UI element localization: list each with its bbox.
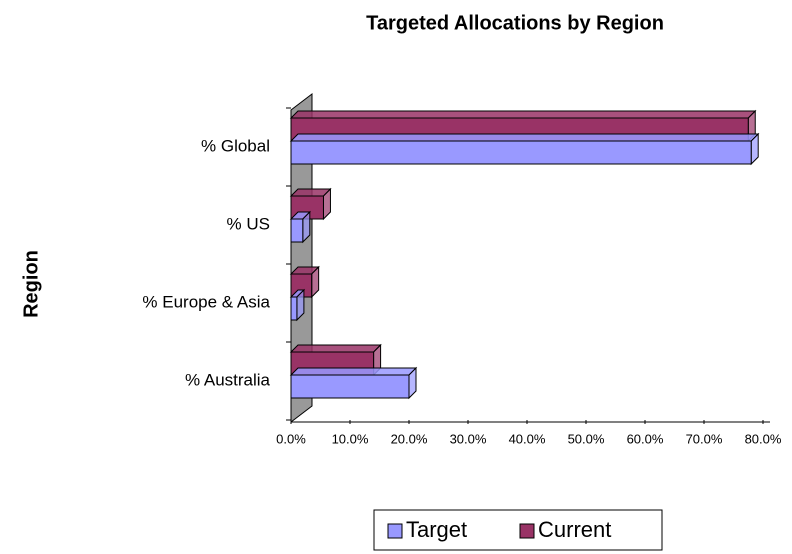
x-tick-label: 40.0%: [509, 431, 546, 446]
x-tick-label: 70.0%: [686, 431, 723, 446]
legend-swatch: [519, 523, 535, 539]
y-axis-label: Region: [20, 250, 42, 318]
legend-box: [373, 509, 663, 551]
x-tick-label: 20.0%: [391, 431, 428, 446]
x-tick-label: 0.0%: [276, 431, 306, 446]
bar: [290, 296, 298, 321]
chart-title: Targeted Allocations by Region: [366, 12, 664, 34]
y-tick-label: % US: [227, 214, 270, 233]
bar: [290, 218, 304, 243]
legend-label: Current: [538, 517, 611, 542]
bar-top: [289, 367, 418, 376]
y-tick-label: % Global: [201, 136, 270, 155]
x-tick-label: 60.0%: [627, 431, 664, 446]
x-tick-label: 80.0%: [745, 431, 782, 446]
bar: [290, 374, 410, 399]
legend-swatch: [387, 523, 403, 539]
bar: [290, 140, 752, 165]
legend-label: Target: [406, 517, 467, 542]
y-tick-label: % Australia: [185, 370, 271, 389]
bar-top: [289, 133, 760, 142]
y-tick-label: % Europe & Asia: [142, 292, 270, 311]
x-tick-label: 30.0%: [450, 431, 487, 446]
bar-top: [289, 344, 382, 353]
x-tick-label: 50.0%: [568, 431, 605, 446]
x-tick-label: 10.0%: [332, 431, 369, 446]
bar-top: [289, 110, 757, 119]
